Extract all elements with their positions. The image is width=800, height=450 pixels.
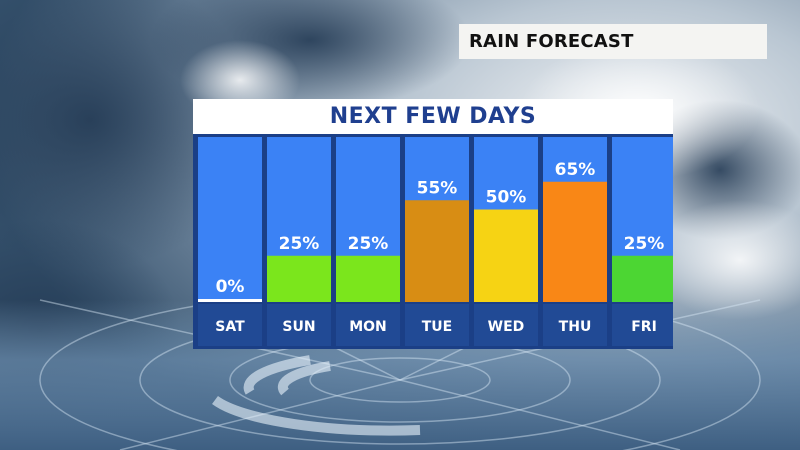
day-label-tue: TUE bbox=[422, 319, 452, 335]
bar-sun bbox=[267, 255, 331, 302]
rain-forecast-header: RAIN FORECAST bbox=[459, 24, 767, 59]
bar-thu bbox=[543, 181, 607, 302]
day-cell-thu bbox=[543, 304, 607, 346]
value-label-sat: 0% bbox=[216, 277, 245, 297]
bar-tue bbox=[405, 200, 469, 302]
value-label-mon: 25% bbox=[348, 234, 389, 254]
chart-title-bar: NEXT FEW DAYS bbox=[193, 99, 673, 134]
day-cell-wed bbox=[474, 304, 538, 346]
chart-title: NEXT FEW DAYS bbox=[329, 104, 537, 129]
value-label-sun: 25% bbox=[279, 234, 320, 254]
day-label-mon: MON bbox=[349, 319, 387, 335]
day-label-wed: WED bbox=[488, 319, 525, 335]
bar-mon bbox=[336, 255, 400, 302]
day-cell-fri bbox=[612, 304, 673, 346]
day-label-sat: SAT bbox=[215, 319, 245, 335]
day-label-thu: THU bbox=[559, 319, 592, 335]
value-label-tue: 55% bbox=[417, 178, 458, 198]
day-cell-sat bbox=[198, 304, 262, 346]
value-label-fri: 25% bbox=[624, 234, 665, 254]
forecast-chart-panel: 0% SAT 25% SUN 25% MON 55% TUE 50% WED 65% THU 25% FR… bbox=[193, 99, 673, 349]
column-bg-sat bbox=[198, 137, 262, 302]
day-cell-sun bbox=[267, 304, 331, 346]
day-label-fri: FRI bbox=[631, 319, 657, 335]
day-cell-mon bbox=[336, 304, 400, 346]
rain-chance-bar-chart: 0% SAT 25% SUN 25% MON 55% TUE 50% WED 65% THU 25% FR… bbox=[198, 137, 673, 346]
bar-wed bbox=[474, 209, 538, 302]
day-cell-tue bbox=[405, 304, 469, 346]
value-label-thu: 65% bbox=[555, 160, 596, 180]
bar-sat bbox=[198, 299, 262, 302]
day-label-sun: SUN bbox=[282, 319, 315, 335]
value-label-wed: 50% bbox=[486, 188, 527, 208]
header-label: RAIN FORECAST bbox=[469, 31, 634, 52]
bar-fri bbox=[612, 255, 673, 302]
